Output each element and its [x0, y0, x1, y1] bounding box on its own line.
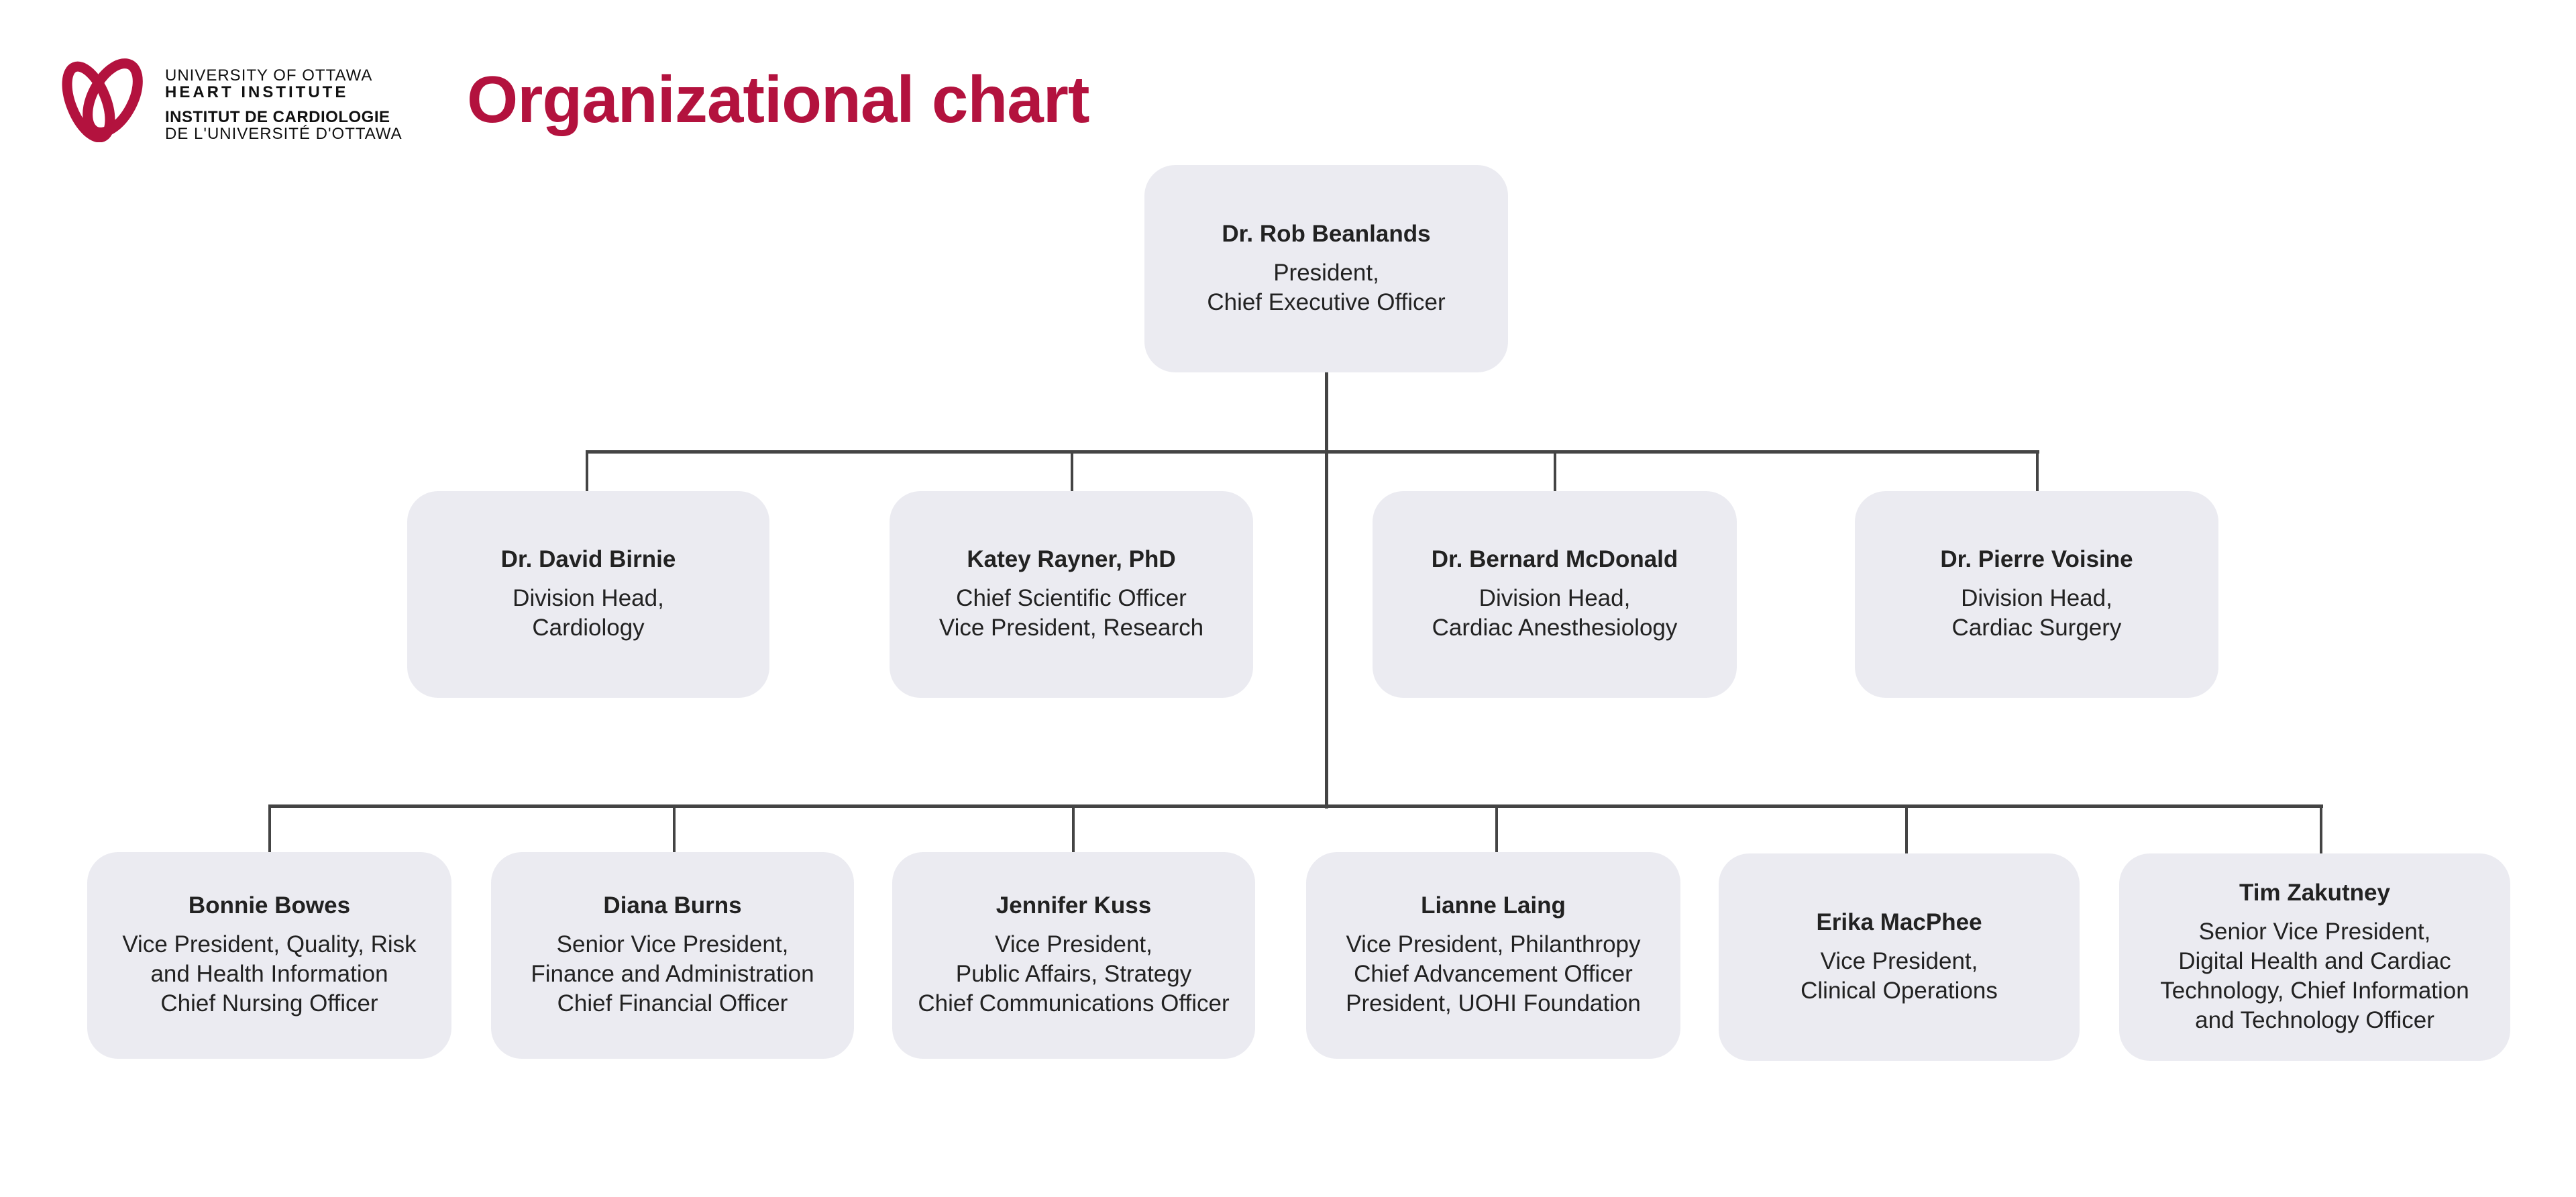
person-name: Dr. Bernard McDonald — [1431, 546, 1678, 572]
org-box-vp: Tim Zakutney Senior Vice President, Digi… — [2119, 853, 2510, 1061]
org-box-division-head: Dr. Bernard McDonald Division Head, Card… — [1373, 491, 1737, 698]
connector-stub — [1554, 450, 1556, 492]
person-name: Bonnie Bowes — [188, 892, 351, 919]
connector-stub — [2320, 804, 2322, 854]
org-box-president: Dr. Rob Beanlands President, Chief Execu… — [1144, 165, 1508, 372]
person-role: Division Head, Cardiac Surgery — [1951, 585, 2122, 641]
connector-trunk — [1325, 372, 1328, 809]
person-name: Lianne Laing — [1421, 892, 1566, 919]
org-box-vp: Jennifer Kuss Vice President, Public Aff… — [892, 852, 1255, 1059]
connector-stub — [1071, 450, 1073, 492]
org-box-division-head: Dr. Pierre Voisine Division Head, Cardia… — [1855, 491, 2218, 698]
org-box-vp: Lianne Laing Vice President, Philanthrop… — [1306, 852, 1680, 1059]
logo-line: UNIVERSITY OF OTTAWA — [165, 66, 373, 85]
heart-institute-logo — [62, 58, 143, 142]
connector-row2-bar — [586, 450, 2039, 454]
person-role: Senior Vice President, Finance and Admin… — [531, 931, 814, 1017]
person-name: Jennifer Kuss — [996, 892, 1152, 919]
person-role: Vice President, Philanthropy Chief Advan… — [1346, 931, 1641, 1017]
person-role: Division Head, Cardiology — [513, 585, 664, 641]
person-role: Senior Vice President, Digital Health an… — [2160, 918, 2469, 1033]
logo-line: INSTITUT DE CARDIOLOGIE — [165, 108, 390, 126]
connector-stub — [1495, 804, 1498, 853]
person-role: Vice President, Quality, Risk and Health… — [122, 931, 417, 1017]
page-title: Organizational chart — [467, 62, 1090, 136]
logo-line: DE L'UNIVERSITÉ D'OTTAWA — [165, 125, 402, 143]
person-name: Dr. David Birnie — [500, 546, 676, 572]
connector-stub — [1905, 804, 1908, 854]
org-box-vp: Bonnie Bowes Vice President, Quality, Ri… — [87, 852, 451, 1059]
person-role: Vice President, Public Affairs, Strategy… — [918, 931, 1230, 1017]
connector-stub — [673, 804, 676, 853]
connector-stub — [1072, 804, 1075, 853]
person-name: Dr. Pierre Voisine — [1940, 546, 2133, 572]
org-box-vp: Diana Burns Senior Vice President, Finan… — [491, 852, 854, 1059]
org-box-division-head: Dr. David Birnie Division Head, Cardiolo… — [407, 491, 769, 698]
person-role: Chief Scientific Officer Vice President,… — [938, 585, 1204, 641]
person-role: President, Chief Executive Officer — [1207, 259, 1446, 315]
person-role: Division Head, Cardiac Anesthesiology — [1432, 585, 1678, 641]
connector-stub — [586, 450, 588, 492]
connector-row3-bar — [268, 804, 2323, 808]
connector-stub — [268, 804, 271, 853]
person-name: Diana Burns — [603, 892, 742, 919]
person-name: Katey Rayner, PhD — [967, 546, 1176, 572]
logo-line: HEART INSTITUTE — [165, 83, 349, 101]
org-box-vp: Erika MacPhee Vice President, Clinical O… — [1719, 853, 2080, 1061]
person-name: Dr. Rob Beanlands — [1222, 220, 1431, 247]
org-box-research: Katey Rayner, PhD Chief Scientific Offic… — [890, 491, 1253, 698]
person-name: Erika MacPhee — [1816, 908, 1982, 935]
connector-stub — [2036, 450, 2039, 492]
logo-text: UNIVERSITY OF OTTAWA HEART INSTITUTE INS… — [165, 67, 402, 142]
person-name: Tim Zakutney — [2239, 879, 2390, 906]
person-role: Vice President, Clinical Operations — [1801, 947, 1998, 1004]
